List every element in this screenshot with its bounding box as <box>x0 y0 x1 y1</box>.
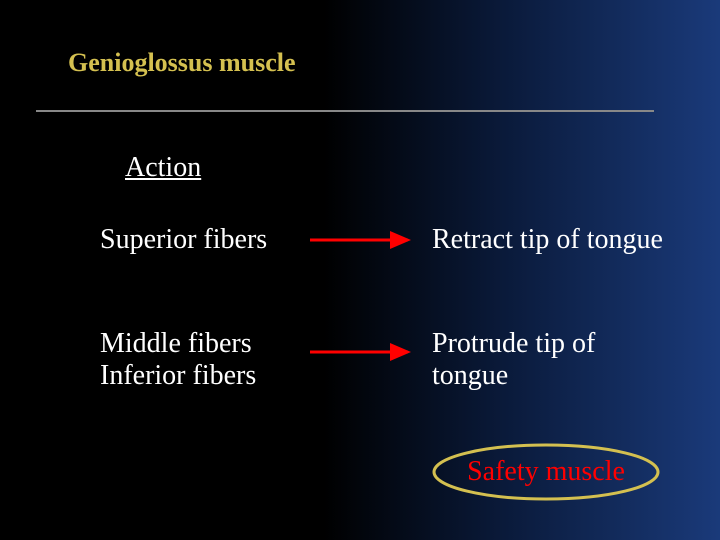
arrow-icon <box>310 227 420 253</box>
arrow-icon <box>310 339 420 365</box>
row1-value: Retract tip of tongue <box>432 224 672 256</box>
safety-badge: Safety muscle <box>432 443 660 501</box>
divider <box>36 110 654 112</box>
row2-label: Middle fibers Inferior fibers <box>100 328 256 392</box>
action-heading: Action <box>125 152 201 184</box>
row1-label: Superior fibers <box>100 224 267 256</box>
safety-badge-text: Safety muscle <box>432 443 660 501</box>
slide-title: Genioglossus muscle <box>68 48 296 78</box>
row2-value: Protrude tip of tongue <box>432 328 672 392</box>
